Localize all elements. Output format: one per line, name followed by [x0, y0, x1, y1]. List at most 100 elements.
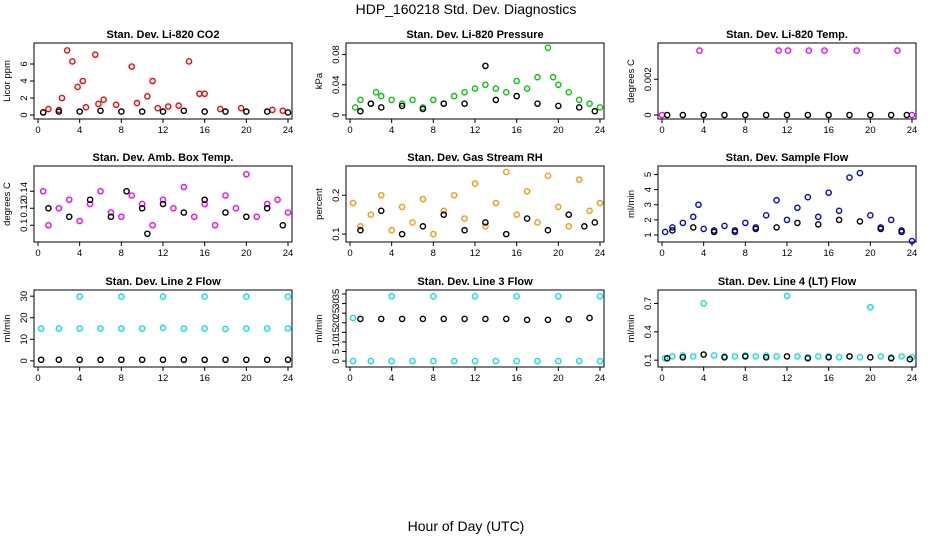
data-point: [565, 89, 573, 96]
data-point: [461, 215, 468, 222]
data-point: [581, 223, 588, 230]
data-point: [513, 292, 520, 300]
data-point: [877, 225, 885, 233]
data-point: [97, 187, 104, 195]
plot-frame: [33, 42, 293, 120]
data-point: [55, 356, 63, 364]
data-point: [159, 200, 167, 208]
data-point: [76, 108, 83, 115]
x-tick-label: 16: [199, 248, 210, 259]
y-tick-label: 0: [19, 112, 30, 117]
y-tick-label: 4: [19, 78, 30, 83]
data-point: [804, 354, 812, 362]
x-tick-label: 0: [35, 373, 40, 384]
y-tick-label: 6: [19, 61, 30, 66]
data-point: [138, 108, 146, 115]
x-tick-label: 20: [241, 248, 252, 259]
data-point: [100, 96, 107, 103]
y-axis-label: ml/min: [626, 315, 637, 343]
series-1: [349, 292, 604, 365]
data-point: [398, 203, 406, 211]
y-tick-label: 0: [331, 358, 342, 363]
data-point: [91, 51, 99, 58]
data-point: [773, 224, 780, 231]
panel-8: Stan. Dev. Line 3 Flow ml/min 0 4 8 12 16 20 24 0…: [314, 276, 605, 384]
x-tick-label: 12: [782, 373, 793, 384]
x-tick-label: 4: [701, 125, 706, 136]
panel-9: Stan. Dev. Line 4 (LT) Flow ml/min 0 4 8 12 16…: [626, 276, 917, 384]
data-point: [565, 211, 573, 218]
x-tick-label: 24: [595, 125, 606, 136]
data-point: [596, 357, 604, 365]
y-tick-label: 0.002: [643, 67, 654, 91]
data-point: [55, 325, 63, 332]
data-point: [471, 292, 479, 300]
x-tick-label: 12: [158, 248, 169, 259]
y-tick-label: 0.08: [331, 45, 342, 64]
data-point: [523, 85, 531, 92]
data-point: [596, 292, 604, 300]
data-point: [461, 226, 468, 234]
data-point: [284, 356, 292, 364]
data-point: [669, 353, 676, 360]
data-point: [222, 192, 229, 199]
data-point: [835, 207, 843, 215]
data-point: [201, 196, 208, 204]
y-tick-label: 1: [643, 232, 654, 237]
x-tick-label: 8: [119, 373, 124, 384]
data-point: [696, 47, 703, 54]
data-point: [263, 204, 271, 212]
data-point: [243, 356, 250, 364]
series-2: [37, 356, 292, 364]
x-tick-label: 8: [743, 125, 748, 136]
data-point: [679, 219, 687, 227]
data-point: [492, 85, 500, 92]
x-tick-label: 8: [743, 248, 748, 259]
data-point: [430, 292, 437, 300]
x-tick-label: 0: [347, 373, 352, 384]
x-tick-label: 12: [782, 248, 793, 259]
data-point: [279, 221, 287, 229]
data-point: [814, 213, 822, 221]
x-tick-label: 20: [865, 248, 876, 259]
data-point: [388, 96, 395, 104]
data-point: [586, 207, 593, 215]
x-tick-label: 8: [119, 248, 124, 259]
data-point: [825, 354, 832, 361]
data-point: [409, 219, 416, 226]
data-point: [679, 111, 687, 119]
y-tick-label: 20: [19, 312, 30, 323]
data-point: [461, 100, 468, 107]
data-point: [908, 111, 916, 119]
data-point: [461, 315, 468, 323]
data-point: [398, 230, 406, 238]
figure-xlabel: Hour of Day (UTC): [408, 518, 525, 534]
data-point: [908, 237, 916, 245]
x-tick-label: 20: [553, 125, 564, 136]
x-tick-label: 16: [199, 373, 210, 384]
y-tick-label: 2: [19, 95, 30, 100]
data-point: [783, 353, 791, 360]
y-axis-label: ml/min: [626, 190, 637, 218]
y-axis-label: ml/min: [314, 315, 325, 343]
data-point: [419, 223, 427, 230]
data-point: [534, 73, 541, 81]
x-tick-label: 12: [158, 373, 169, 384]
data-point: [471, 357, 479, 365]
data-point: [549, 73, 557, 81]
data-point: [471, 85, 479, 92]
x-tick-label: 24: [907, 248, 918, 259]
data-point: [775, 47, 782, 54]
data-point: [118, 325, 125, 332]
data-point: [523, 215, 531, 222]
data-point: [721, 222, 728, 230]
data-point: [867, 303, 874, 311]
data-point: [222, 356, 229, 364]
data-point: [814, 221, 822, 228]
data-point: [762, 354, 770, 361]
data-point: [222, 209, 229, 216]
x-tick-label: 0: [347, 125, 352, 136]
series-1: [351, 44, 604, 111]
panel-3: Stan. Dev. Li-820 Temp. degrees C 0 4 8 12 16 2…: [626, 29, 917, 136]
data-point: [762, 212, 770, 219]
